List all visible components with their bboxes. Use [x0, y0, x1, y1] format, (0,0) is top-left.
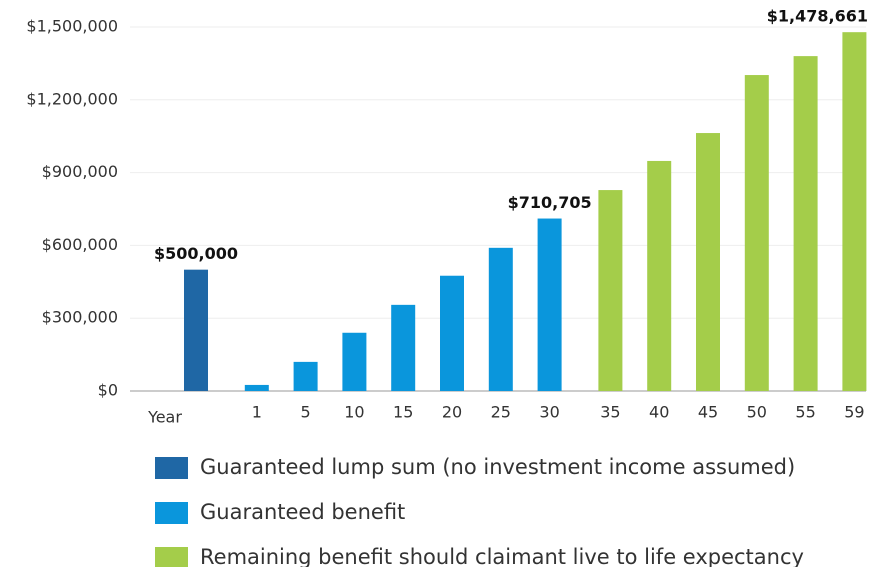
legend-swatch [155, 502, 188, 524]
x-tick-label: 20 [442, 403, 462, 422]
x-tick-label: 15 [393, 403, 413, 422]
bar [647, 160, 672, 391]
bar [598, 190, 623, 391]
bar [244, 384, 269, 391]
legend-label: Remaining benefit should claimant live t… [200, 545, 804, 567]
y-tick-label: $600,000 [42, 235, 118, 254]
value-label: $500,000 [154, 244, 238, 263]
x-tick-label: 25 [491, 403, 511, 422]
x-tick-label: 5 [301, 403, 311, 422]
x-tick-label: 35 [600, 403, 620, 422]
legend-swatch [155, 547, 188, 567]
bar [342, 332, 367, 391]
bar [488, 247, 513, 391]
bar [184, 269, 208, 391]
y-tick-label: $1,500,000 [26, 17, 118, 36]
x-tick-label: 30 [539, 403, 559, 422]
y-tick-label: $1,200,000 [26, 89, 118, 108]
x-axis-label: Year [147, 408, 182, 427]
x-tick-label: 1 [252, 403, 262, 422]
x-tick-label: 40 [649, 403, 669, 422]
legend-label: Guaranteed lump sum (no investment incom… [200, 455, 795, 479]
x-tick-label: 55 [795, 403, 815, 422]
value-label: $710,705 [508, 193, 592, 212]
bar [440, 275, 464, 391]
x-tick-label: 59 [844, 403, 864, 422]
y-tick-label: $900,000 [42, 162, 118, 181]
bar [744, 75, 769, 391]
bar [793, 56, 818, 392]
y-tick-label: $300,000 [42, 308, 118, 327]
x-tick-label: 50 [747, 403, 767, 422]
x-tick-label: 45 [698, 403, 718, 422]
bar [293, 361, 318, 391]
bar [842, 32, 867, 392]
x-tick-label: 10 [344, 403, 364, 422]
legend-swatch [155, 457, 188, 479]
bar [391, 304, 416, 391]
y-tick-label: $0 [98, 381, 118, 400]
legend-label: Guaranteed benefit [200, 500, 405, 524]
bar [537, 218, 562, 391]
value-label: $1,478,661 [767, 7, 868, 26]
bar [696, 133, 720, 391]
